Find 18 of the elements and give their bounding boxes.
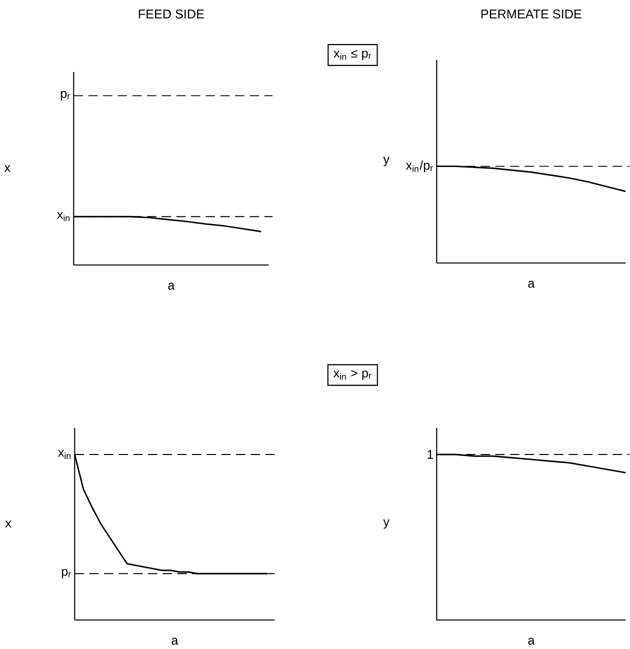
x-axis-title: a xyxy=(528,280,535,288)
y-axis-title: y xyxy=(383,519,390,529)
x-axis-title: a xyxy=(168,282,175,290)
text: x$_{in}$ > p$_{r}$ xyxy=(333,370,372,380)
x-axis-title: a xyxy=(528,638,535,645)
ref-line-label: x$_{in}$ xyxy=(58,450,71,459)
chart-title: FEED SIDE xyxy=(138,10,204,18)
y-axis-title: x xyxy=(5,520,12,528)
y-axis-title: x xyxy=(4,165,10,172)
y-axis-title: y xyxy=(383,156,390,166)
x-axis-title: a xyxy=(172,638,178,645)
ref-line-label: x$_{in}$ xyxy=(57,212,70,222)
text: x$_{in}$ ≤ p$_{r}$ xyxy=(334,50,372,60)
ref-line-label: p$_{r}$ xyxy=(60,90,70,100)
ref-line-label: 1 xyxy=(428,450,434,459)
chart-title: PERMEATE SIDE xyxy=(482,10,582,18)
ref-line-label: x$_{in}$/p$_{r}$ xyxy=(406,160,433,172)
ref-line-label: p$_{r}$ xyxy=(62,568,71,578)
